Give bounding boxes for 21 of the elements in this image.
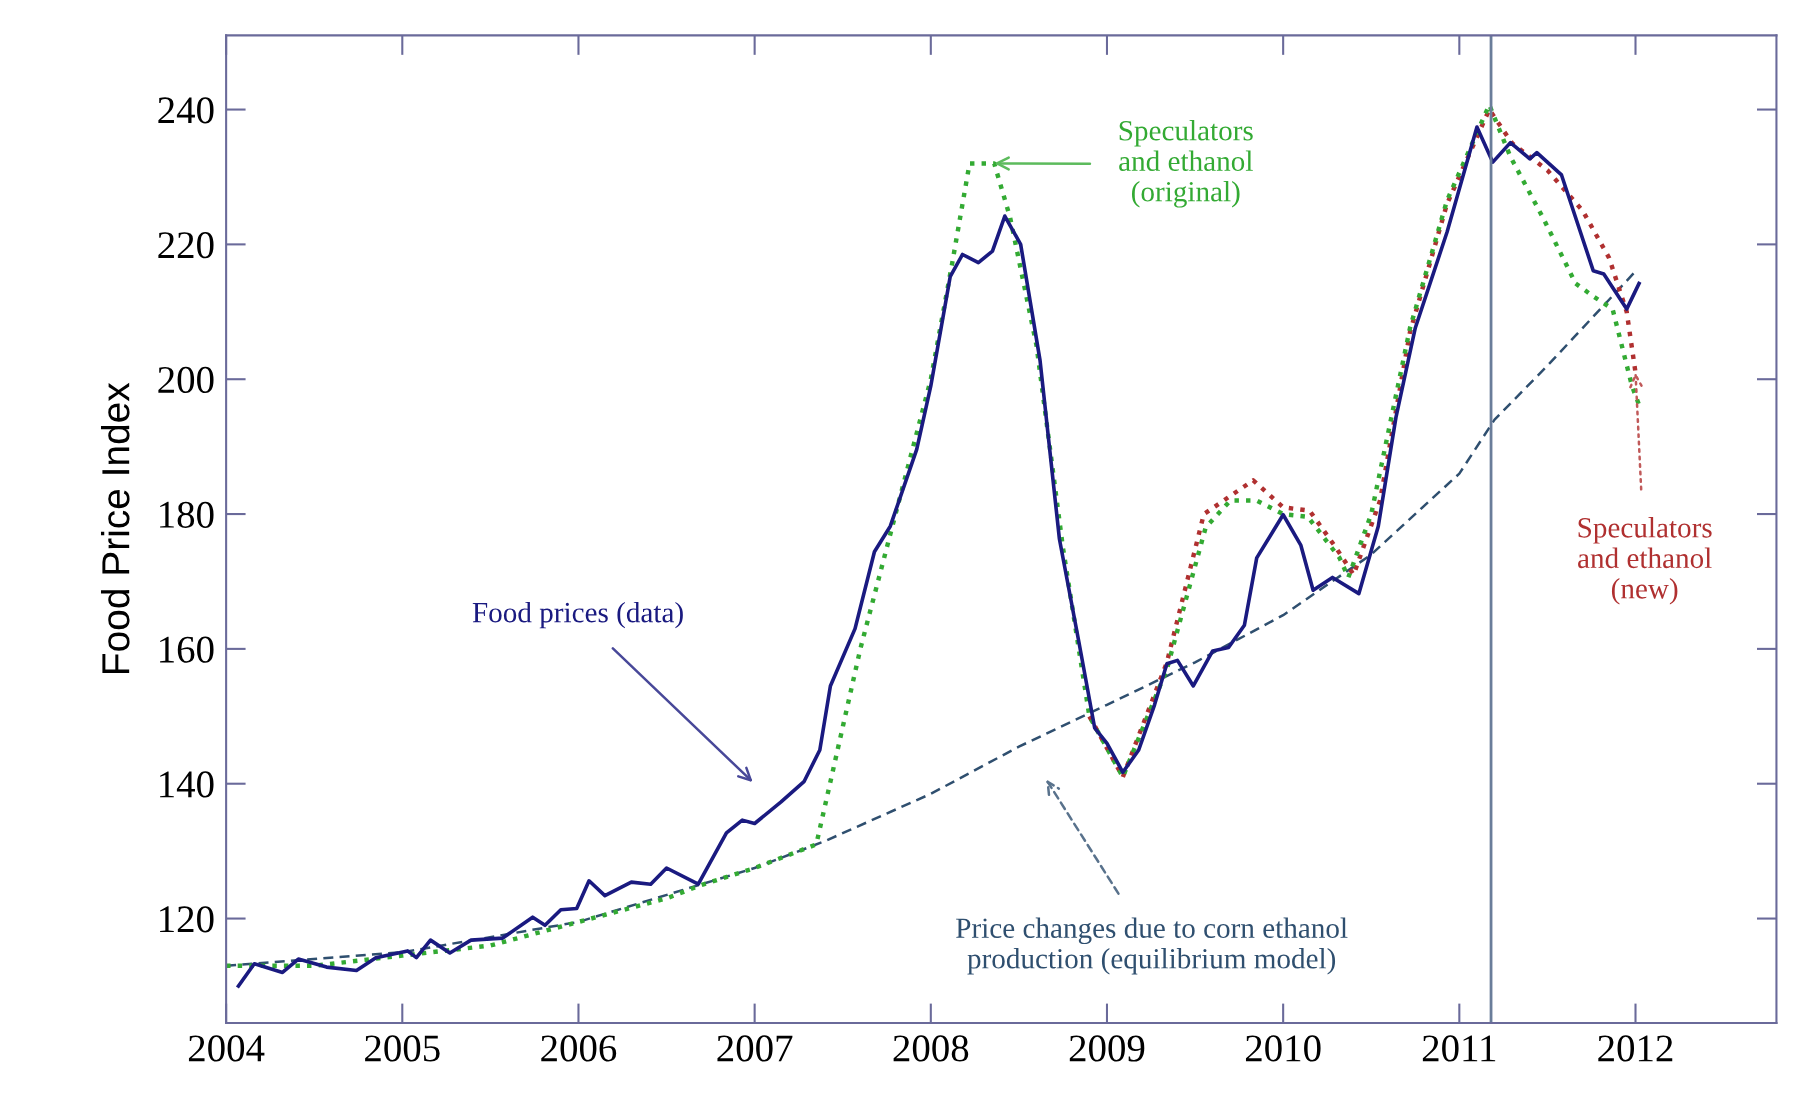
x-tick-label: 2004 [188,1035,265,1062]
x-tick-label: 2007 [717,1035,793,1062]
y-tick-label: 180 [160,501,214,528]
x-tick-label: 2009 [1069,1035,1145,1062]
annotation: Food prices (data) [472,601,683,629]
x-tick-label: 2012 [1598,1035,1673,1062]
x-tick-label: 2008 [893,1035,969,1062]
x-tick-label: 2005 [365,1035,440,1062]
x-tick-label: 2010 [1245,1035,1321,1062]
y-tick-label: 160 [160,636,214,663]
x-tick-label: 2006 [541,1035,617,1062]
y-tick-label: 120 [160,906,214,933]
y-tick-label: 220 [158,232,214,259]
annotation: Speculators and ethanol (new) [1578,517,1712,605]
y-tick-label: 140 [160,771,214,798]
y-axis-title: Food Price Index [100,382,130,674]
y-tick-label: 200 [158,366,214,394]
annotation: Price changes due to corn ethanol production (equilibrium model) [956,917,1348,975]
x-tick-label: 2011 [1422,1035,1496,1062]
y-tick-label: 240 [158,97,214,124]
annotation: Speculators and ethanol (original) [1119,120,1253,208]
